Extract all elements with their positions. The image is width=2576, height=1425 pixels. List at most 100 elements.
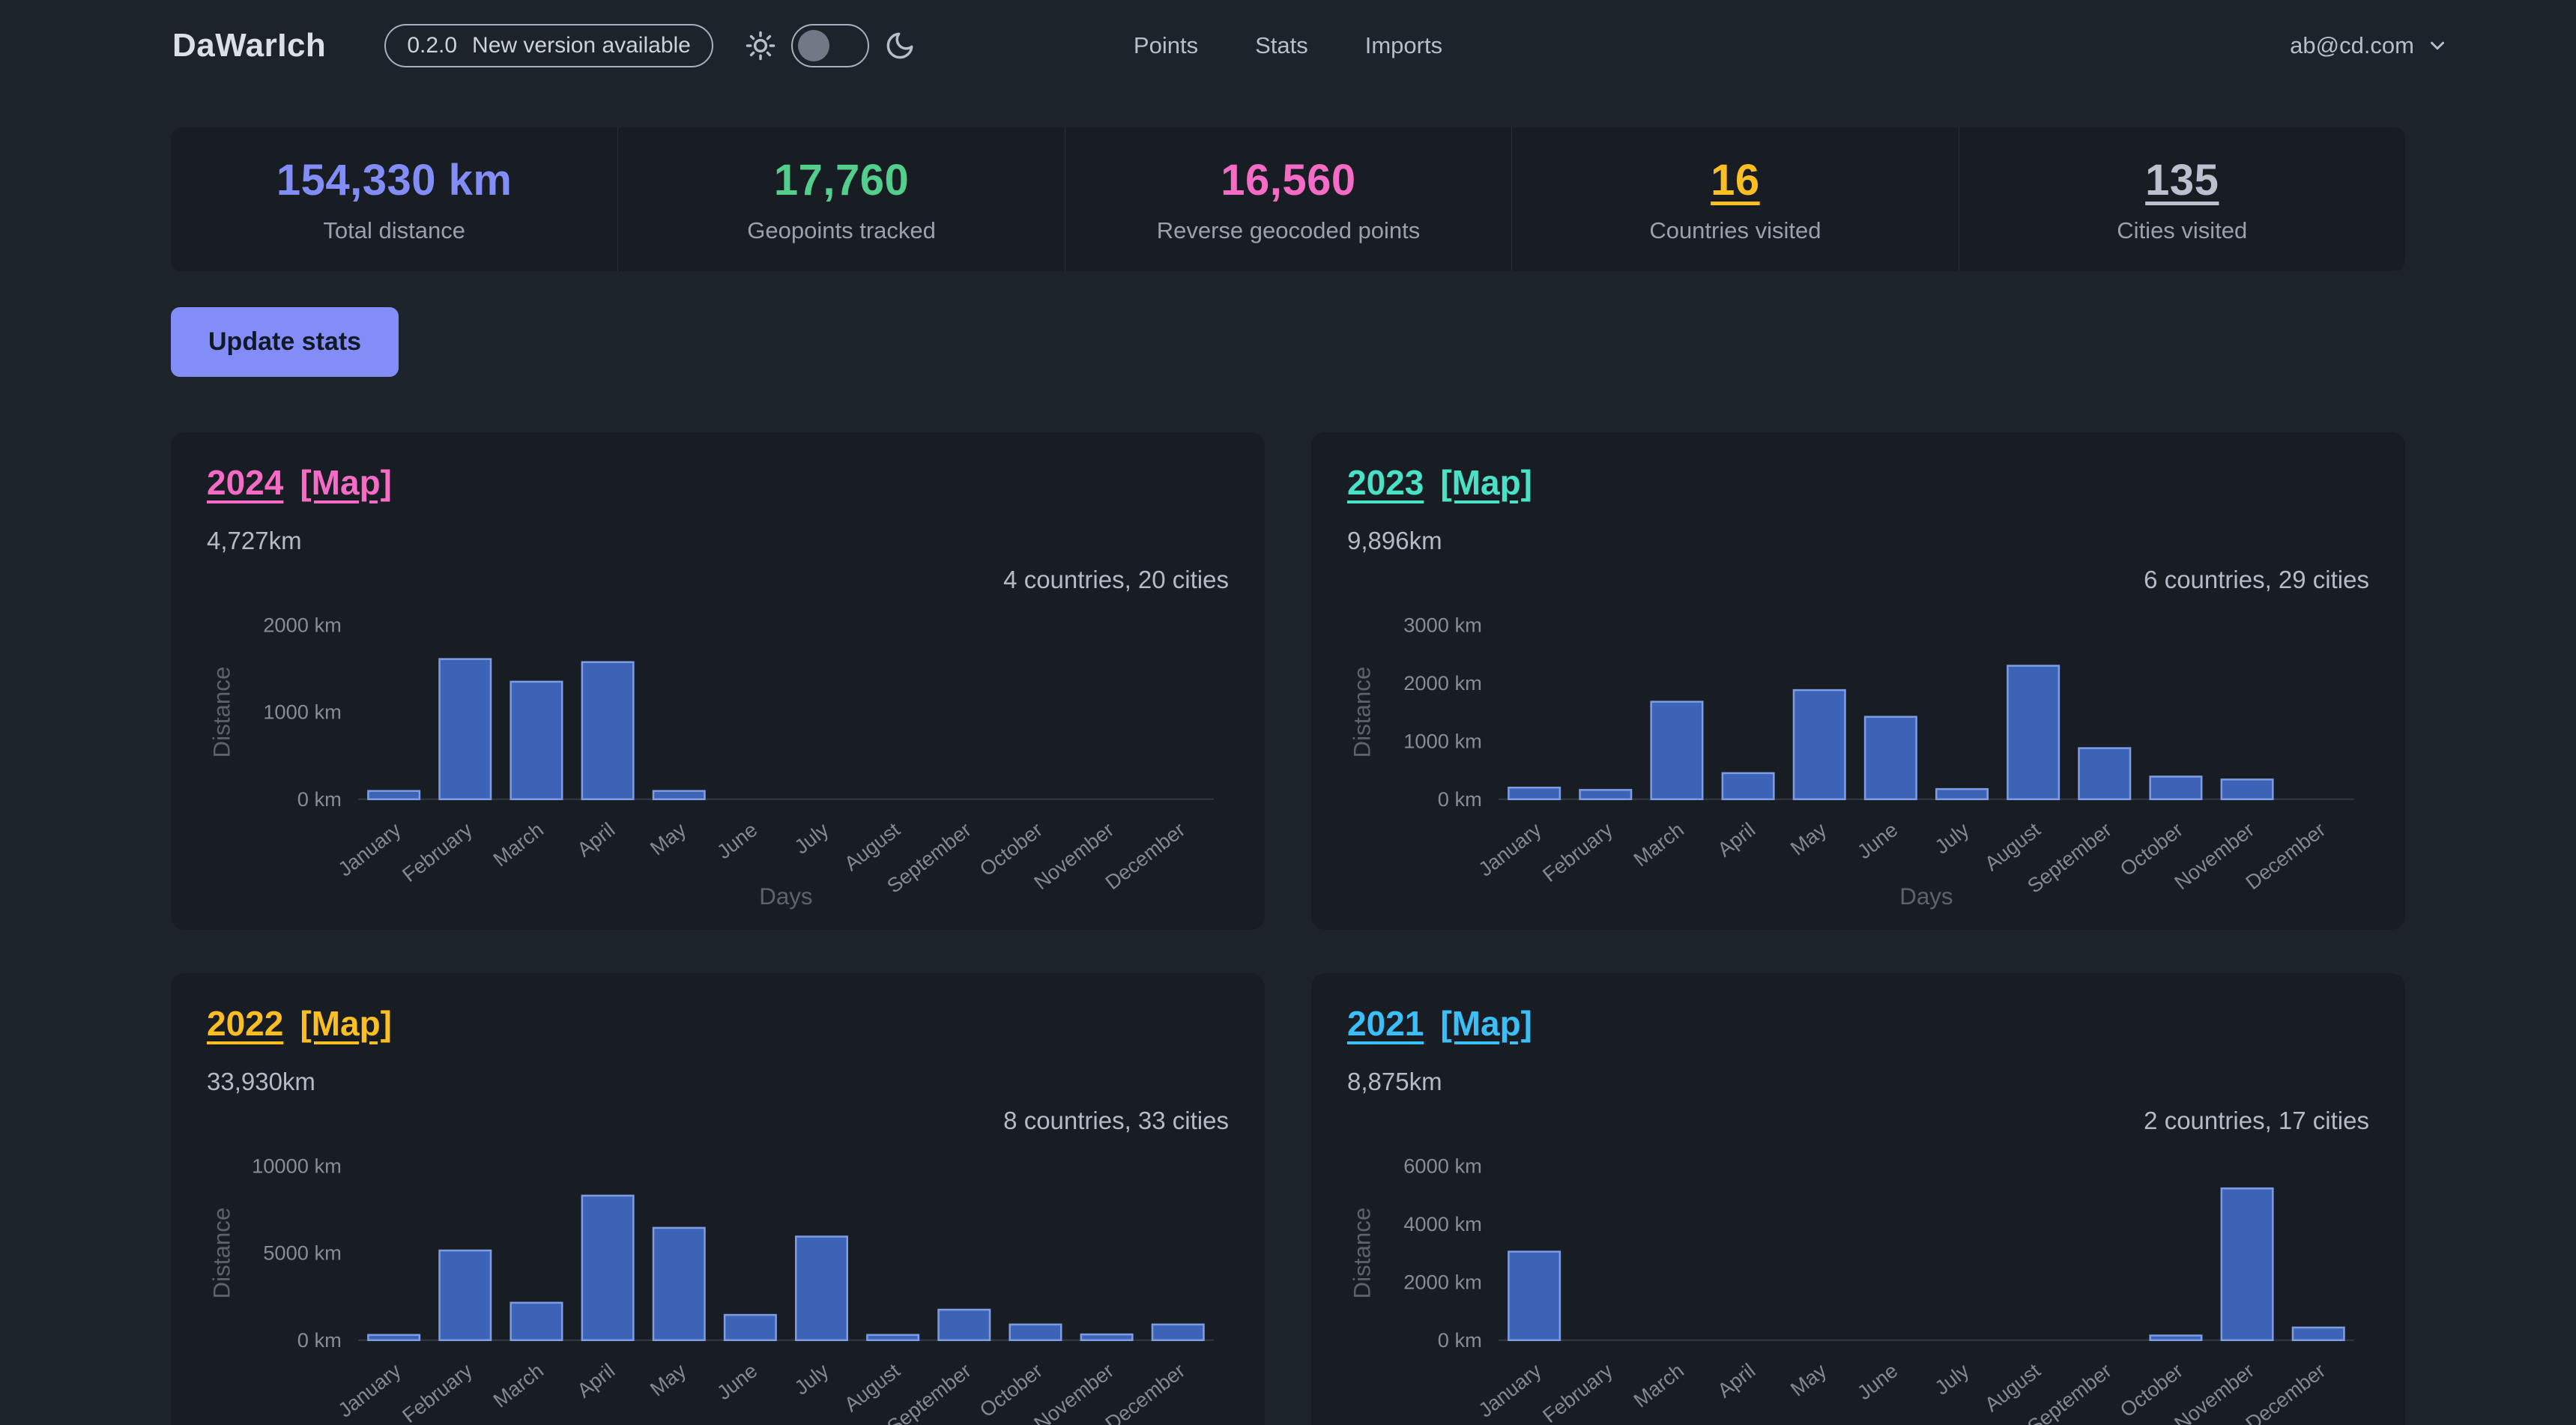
top-bar: DaWarIch 0.2.0 New version available Poi… [0, 0, 2576, 91]
svg-text:April: April [572, 818, 619, 862]
svg-text:February: February [398, 817, 477, 886]
stat-label: Cities visited [2117, 217, 2248, 243]
theme-toggle[interactable] [790, 24, 869, 67]
summary-stats-row: 154,330 km Total distance 17,760 Geopoin… [171, 127, 2405, 271]
app-logo: DaWarIch [172, 27, 327, 64]
nav-points[interactable]: Points [1133, 32, 1199, 58]
year-cards-grid: 2024 [Map] 4,727km 4 countries, 20 citie… [171, 432, 2405, 1425]
svg-text:January: January [333, 1359, 405, 1422]
svg-text:0 km: 0 km [1438, 787, 1482, 811]
svg-text:2000 km: 2000 km [1403, 1271, 1482, 1294]
svg-text:Days: Days [759, 883, 812, 910]
monthly-distance-chart: 0 km 5000 km 10000 km Distance JanuaryFebrua… [208, 1155, 1214, 1425]
theme-switcher [745, 24, 916, 67]
svg-text:Days: Days [1899, 883, 1953, 910]
year-card: 2024 [Map] 4,727km 4 countries, 20 citie… [171, 432, 1265, 931]
summary-stat: 16,560 Reverse geocoded points [1064, 127, 1511, 271]
svg-text:December: December [1101, 818, 1189, 895]
year-total-distance: 33,930km [207, 1068, 315, 1096]
year-link[interactable]: 2021 [1347, 1004, 1424, 1044]
svg-text:April: April [1713, 818, 1759, 862]
countries-cities-summary: 6 countries, 29 cities [2144, 566, 2369, 593]
stat-value: 17,760 [773, 155, 910, 205]
stat-label: Geopoints tracked [747, 217, 936, 243]
svg-text:December: December [2241, 818, 2329, 895]
svg-text:May: May [646, 1359, 691, 1401]
countries-cities-summary: 2 countries, 17 cities [2144, 1107, 2369, 1135]
svg-text:February: February [1538, 1359, 1617, 1425]
stat-value: 16,560 [1221, 155, 1356, 205]
year-card-title: 2024 [Map] [207, 462, 1229, 503]
map-link[interactable]: [Map] [1440, 1004, 1532, 1044]
stat-value[interactable]: 135 [2145, 155, 2219, 205]
summary-stat: 154,330 km Total distance [171, 127, 617, 271]
map-link[interactable]: [Map] [300, 463, 392, 502]
svg-text:July: July [790, 817, 833, 859]
svg-text:July: July [1930, 817, 1974, 859]
update-stats-button[interactable]: Update stats [171, 307, 399, 377]
stat-label: Reverse geocoded points [1156, 217, 1421, 243]
summary-stat: 17,760 Geopoints tracked [617, 127, 1064, 271]
svg-text:5000 km: 5000 km [263, 1241, 342, 1265]
year-link[interactable]: 2022 [207, 1004, 284, 1044]
stat-value: 154,330 km [276, 155, 513, 205]
version-message: New version available [472, 33, 691, 58]
svg-text:July: July [1930, 1359, 1974, 1400]
svg-text:August: August [1980, 817, 2045, 875]
svg-text:Distance: Distance [1349, 1208, 1375, 1299]
stat-value[interactable]: 16 [1711, 155, 1760, 205]
monthly-distance-chart: 0 km 1000 km 2000 km Distance JanuaryFebruar… [208, 613, 1214, 910]
user-menu[interactable]: ab@cd.com [2290, 32, 2449, 59]
year-link[interactable]: 2024 [207, 463, 284, 502]
svg-text:June: June [1853, 1359, 1902, 1405]
svg-text:January: January [1474, 1359, 1546, 1422]
year-card-title: 2022 [Map] [207, 1003, 1229, 1044]
nav-stats[interactable]: Stats [1255, 32, 1308, 58]
version-badge[interactable]: 0.2.0 New version available [384, 24, 713, 67]
svg-text:1000 km: 1000 km [1403, 729, 1482, 752]
year-total-distance: 8,875km [1347, 1068, 1442, 1096]
svg-text:April: April [1713, 1359, 1759, 1403]
svg-text:August: August [1980, 1358, 2045, 1416]
stat-label: Total distance [323, 217, 465, 243]
svg-text:6000 km: 6000 km [1403, 1155, 1482, 1178]
svg-text:August: August [840, 1358, 904, 1416]
nav-imports[interactable]: Imports [1364, 32, 1443, 58]
svg-text:0 km: 0 km [1438, 1328, 1482, 1352]
svg-text:10000 km: 10000 km [252, 1155, 342, 1178]
version-number: 0.2.0 [407, 33, 458, 58]
svg-text:0 km: 0 km [297, 787, 342, 811]
stats-page: 154,330 km Total distance 17,760 Geopoin… [0, 127, 2576, 1425]
chevron-down-icon [2426, 34, 2449, 57]
svg-text:May: May [1786, 817, 1831, 859]
year-card: 2021 [Map] 8,875km 2 countries, 17 citie… [1311, 973, 2405, 1425]
theme-toggle-knob[interactable] [797, 30, 829, 61]
year-card: 2022 [Map] 33,930km 8 countries, 33 citi… [171, 973, 1265, 1425]
monthly-distance-chart: 0 km 2000 km 4000 km 6000 km Distance January… [1349, 1155, 2354, 1425]
year-link[interactable]: 2023 [1347, 463, 1424, 502]
summary-stat: 135 Cities visited [1958, 127, 2405, 271]
svg-text:1000 km: 1000 km [263, 701, 342, 724]
map-link[interactable]: [Map] [300, 1004, 392, 1044]
svg-text:March: March [489, 818, 548, 871]
year-card-title: 2023 [Map] [1347, 462, 2369, 503]
svg-text:January: January [1474, 817, 1546, 880]
svg-text:March: March [1629, 818, 1688, 871]
map-link[interactable]: [Map] [1440, 463, 1532, 502]
svg-text:January: January [333, 817, 405, 880]
svg-text:June: June [713, 1359, 762, 1405]
svg-text:Distance: Distance [1349, 667, 1375, 758]
year-card-title: 2021 [Map] [1347, 1003, 2369, 1044]
svg-text:May: May [1786, 1359, 1831, 1401]
svg-text:March: March [1629, 1359, 1688, 1412]
svg-text:0 km: 0 km [297, 1328, 342, 1352]
stat-label: Countries visited [1649, 217, 1821, 243]
svg-text:June: June [713, 818, 762, 864]
year-total-distance: 4,727km [207, 527, 302, 554]
user-email: ab@cd.com [2290, 32, 2414, 58]
svg-text:March: March [489, 1359, 548, 1412]
svg-text:November: November [1030, 818, 1118, 895]
sun-icon [745, 30, 776, 61]
year-total-distance: 9,896km [1347, 527, 1442, 554]
svg-text:May: May [646, 817, 691, 859]
